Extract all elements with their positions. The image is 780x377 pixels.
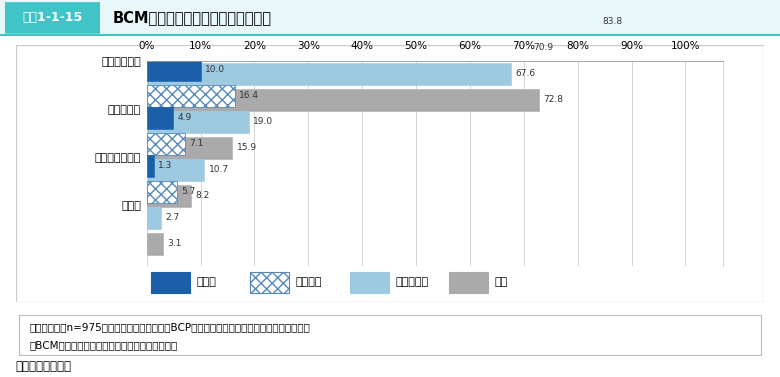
Text: その他企業: その他企業 <box>395 277 428 287</box>
Bar <box>147 84 235 107</box>
Text: 19.0: 19.0 <box>254 117 274 126</box>
Bar <box>250 272 289 293</box>
Bar <box>147 37 529 58</box>
Bar <box>147 58 200 81</box>
Bar <box>147 133 185 155</box>
Bar <box>147 155 154 176</box>
Bar <box>151 272 190 293</box>
Text: 「BCMに取り組んでいない」企業を除いた企業】: 「BCMに取り組んでいない」企業を除いた企業】 <box>29 340 177 350</box>
Bar <box>147 63 511 84</box>
Text: 70.9: 70.9 <box>533 43 553 52</box>
Text: 15.9: 15.9 <box>236 143 257 152</box>
Bar <box>147 89 539 111</box>
Text: 中堅企業: 中堅企業 <box>296 277 322 287</box>
Text: 16.4: 16.4 <box>239 91 259 100</box>
Text: 4.9: 4.9 <box>177 113 192 122</box>
Bar <box>147 137 232 159</box>
Text: 1.3: 1.3 <box>158 161 172 170</box>
Text: 図表1-1-15: 図表1-1-15 <box>23 11 83 24</box>
Text: 5.7: 5.7 <box>182 187 196 196</box>
Bar <box>147 181 177 202</box>
FancyBboxPatch shape <box>20 315 760 354</box>
Text: 7.1: 7.1 <box>190 139 204 148</box>
Text: BCMに関する教育・訓練の実施状況: BCMに関する教育・訓練の実施状況 <box>113 10 272 25</box>
Bar <box>350 272 388 293</box>
Text: 10.7: 10.7 <box>208 165 229 174</box>
Text: 2.7: 2.7 <box>165 213 179 222</box>
Text: 大企業: 大企業 <box>197 277 216 287</box>
FancyBboxPatch shape <box>5 2 100 34</box>
Bar <box>147 207 161 229</box>
Bar <box>449 272 488 293</box>
Text: 3.1: 3.1 <box>168 239 182 248</box>
Bar <box>147 107 173 129</box>
Bar <box>147 185 191 207</box>
Text: 出典：内閣府資料: 出典：内閣府資料 <box>16 360 72 373</box>
Text: 全体: 全体 <box>495 277 508 287</box>
Bar <box>147 11 598 32</box>
Text: 67.6: 67.6 <box>516 69 535 78</box>
Text: 【単数回答、n=975、対象：事業継続計画（BCP）を策定済み、策定中、策定予定の企業で: 【単数回答、n=975、対象：事業継続計画（BCP）を策定済み、策定中、策定予定… <box>29 322 310 333</box>
Bar <box>147 159 204 181</box>
Text: 8.2: 8.2 <box>195 191 209 200</box>
Text: 10.0: 10.0 <box>205 65 225 74</box>
Text: 83.8: 83.8 <box>602 17 622 26</box>
Text: 72.8: 72.8 <box>543 95 563 104</box>
Bar <box>147 233 163 255</box>
Bar <box>147 111 249 133</box>
